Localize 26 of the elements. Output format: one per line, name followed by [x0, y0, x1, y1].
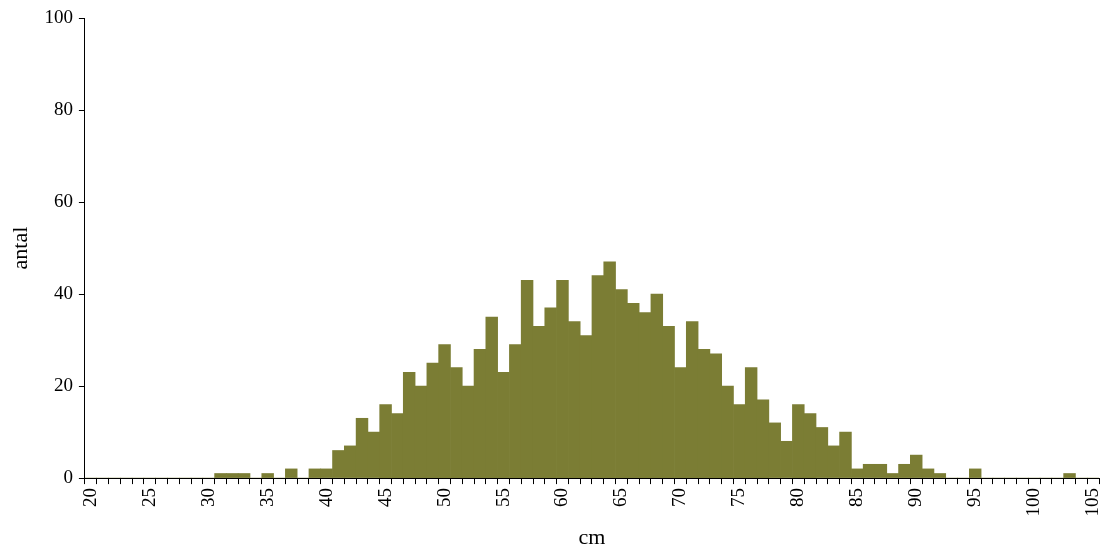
y-tick-label: 100 [44, 5, 73, 27]
x-tick-label: 85 [845, 488, 867, 508]
x-tick-label: 50 [432, 488, 454, 508]
x-tick-label: 95 [963, 488, 985, 508]
x-tick-label: 65 [609, 488, 631, 508]
x-tick-label: 25 [137, 488, 159, 508]
x-tick-label: 75 [727, 488, 749, 508]
x-tick-label: 20 [78, 488, 100, 508]
y-tick-label: 60 [53, 190, 73, 212]
y-tick-label: 40 [53, 282, 73, 304]
x-tick-label: 90 [904, 488, 926, 508]
x-tick-label: 100 [1022, 488, 1044, 517]
y-tick-label: 20 [53, 374, 73, 396]
y-tick-label: 80 [53, 98, 73, 119]
x-tick-label: 60 [550, 488, 572, 508]
x-tick-label: 30 [196, 488, 218, 508]
x-tick-label: 40 [314, 488, 336, 508]
x-tick-label: 35 [255, 488, 277, 508]
x-axis-title: cm [578, 523, 606, 549]
y-axis-title: antal [6, 226, 32, 270]
x-tick-label: 45 [373, 488, 395, 508]
x-tick-label: 70 [668, 488, 690, 508]
x-tick-label: 105 [1081, 488, 1103, 517]
x-tick-label: 55 [491, 488, 513, 508]
y-tick-label: 0 [63, 466, 73, 488]
x-tick-label: 80 [786, 488, 808, 508]
